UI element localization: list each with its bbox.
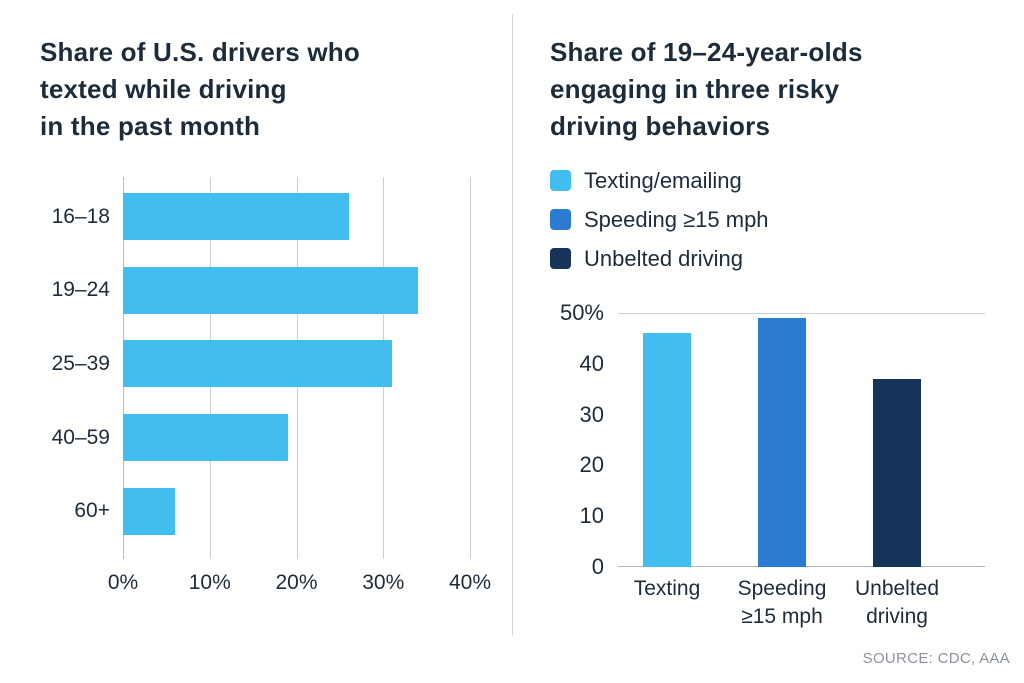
bar <box>123 340 392 388</box>
legend-label: Speeding ≥15 mph <box>584 206 769 232</box>
category-label-line: Unbelted <box>854 577 940 600</box>
left-chart-plot: 16–18 19–24 25–39 40–59 60+ <box>52 177 471 559</box>
y-tick-label: 40 <box>579 350 604 376</box>
category-label-line: Texting <box>633 577 701 600</box>
x-tick-label: 40% <box>448 571 492 594</box>
legend-swatch <box>550 248 571 269</box>
category-label: 60+ <box>74 499 110 523</box>
category-label: 40–59 <box>51 425 110 449</box>
legend-swatch <box>550 209 571 230</box>
category-label: Unbelted driving <box>817 575 977 631</box>
legend-item: Unbelted driving <box>550 239 995 278</box>
y-tick-label: 20 <box>579 452 604 478</box>
title-line: driving behaviors <box>550 111 771 141</box>
legend-swatch <box>550 170 571 191</box>
category-label-line: ≥15 mph <box>741 605 823 628</box>
bar <box>873 379 921 567</box>
gridline <box>470 177 471 559</box>
category-label: 16–18 <box>51 204 110 228</box>
right-chart-plot: 50% 40 30 20 10 0 Texting Speeding ≥15 mph Unbelt… <box>560 300 985 628</box>
bar <box>123 193 349 240</box>
vertical-divider <box>512 14 513 636</box>
title-line: in the past month <box>40 111 261 141</box>
right-chart: Share of 19–24-year-olds engaging in thr… <box>550 34 995 628</box>
right-chart-plot-wrap: 50% 40 30 20 10 0 Texting Speeding ≥15 mph Unbelt… <box>550 300 995 628</box>
category-label-line: driving <box>866 605 928 628</box>
category-label-line: Speeding <box>737 577 827 600</box>
title-line: texted while driving <box>40 74 287 104</box>
gridline-max <box>618 313 985 314</box>
legend: Texting/emailing Speeding ≥15 mph Unbelted… <box>550 161 995 278</box>
category-label: Speeding ≥15 mph <box>702 575 862 631</box>
title-line: Share of 19–24-year-olds <box>550 37 863 67</box>
x-tick-label: 20% <box>275 571 318 594</box>
bar <box>123 266 418 314</box>
bar <box>643 333 691 567</box>
right-chart-title: Share of 19–24-year-olds engaging in thr… <box>550 34 995 145</box>
bar <box>758 318 806 567</box>
legend-item: Texting/emailing <box>550 161 995 200</box>
x-tick-label: 0% <box>107 571 139 594</box>
y-tick-label: 50% <box>559 300 604 325</box>
bar <box>123 487 176 535</box>
y-tick-label: 30 <box>579 401 604 427</box>
title-line: engaging in three risky <box>550 74 840 104</box>
bar <box>123 414 288 462</box>
x-tick-label: 10% <box>188 571 231 594</box>
left-chart: Share of U.S. drivers who texted while d… <box>40 34 492 597</box>
left-chart-title: Share of U.S. drivers who texted while d… <box>40 34 492 145</box>
legend-item: Speeding ≥15 mph <box>550 200 995 239</box>
y-tick-label: 0 <box>591 554 604 579</box>
x-tick-label: 30% <box>362 571 405 594</box>
category-label: 25–39 <box>51 351 110 375</box>
title-line: Share of U.S. drivers who <box>40 37 360 67</box>
category-label: Texting <box>587 575 747 603</box>
category-label: 19–24 <box>51 278 110 302</box>
y-tick-label: 10 <box>579 503 604 529</box>
legend-label: Unbelted driving <box>584 245 743 271</box>
left-chart-x-axis: 0% 10% 20% 30% 40% <box>108 571 491 597</box>
legend-label: Texting/emailing <box>584 167 742 193</box>
source-credit: SOURCE: CDC, AAA <box>862 650 1010 667</box>
